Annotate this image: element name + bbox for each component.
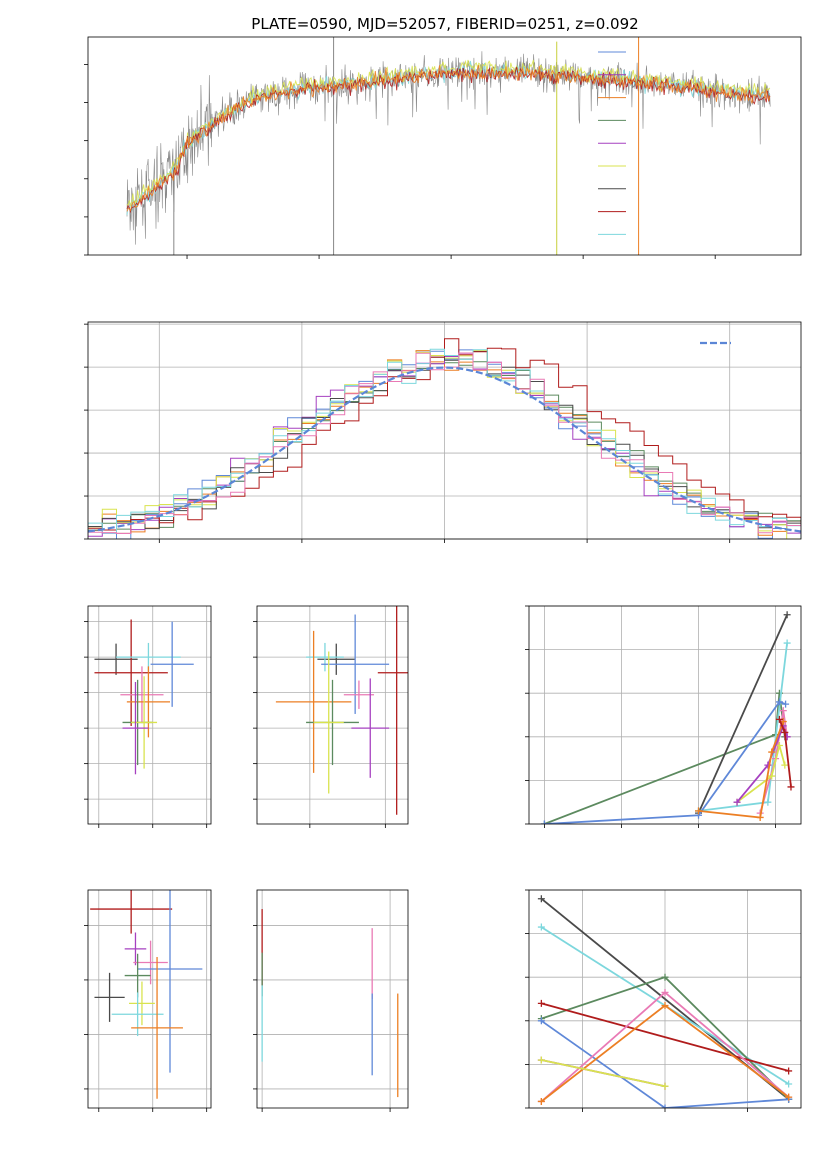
mass-weight-point <box>785 1067 793 1075</box>
residual-histogram-panel <box>84 321 802 543</box>
plot-area <box>94 619 194 775</box>
mass-weight-point <box>764 798 772 806</box>
mass-weight-point <box>756 813 764 821</box>
spectrum-panel <box>84 36 802 259</box>
plot-area <box>537 895 793 1108</box>
plot-frame <box>256 605 409 825</box>
mass-vs-extinction-panel <box>253 889 409 1112</box>
mass-weight-series <box>541 1002 789 1072</box>
mass-weight-point <box>781 728 789 736</box>
mass-weight-point <box>779 707 787 715</box>
plot-frame <box>87 889 212 1109</box>
mass-weight-point <box>537 895 545 903</box>
plot-frame <box>87 321 802 540</box>
mass-weight-point <box>785 1080 793 1088</box>
plot-area <box>275 606 408 815</box>
mass-weight-point <box>783 639 791 647</box>
mass-weight-point <box>537 1056 545 1064</box>
mass-weight-point <box>661 1082 669 1090</box>
spectrum-title: PLATE=0590, MJD=52057, FIBERID=0251, z=0… <box>251 15 638 33</box>
plot-area <box>540 611 795 824</box>
mass-weight-point <box>782 700 790 708</box>
plot-frame <box>87 605 212 825</box>
plot-frame <box>528 889 802 1109</box>
mass-vs-metallicity-panel <box>84 889 212 1112</box>
mass-weight-point <box>540 820 548 824</box>
mass-weight-point <box>537 923 545 931</box>
mass-weight-point <box>775 742 783 750</box>
mass-weight-point <box>661 1104 669 1108</box>
mass-weight-point <box>661 1002 669 1010</box>
mass-weight-point <box>537 1097 545 1105</box>
mass-weight-point <box>775 698 783 706</box>
mass-weight-point <box>787 783 795 791</box>
normal-reference-curve <box>88 366 801 533</box>
residual-histogram-series <box>88 348 801 539</box>
mass-weight-point <box>661 988 669 996</box>
plot-area <box>261 909 399 1098</box>
mass-weight-series <box>541 1059 666 1088</box>
plot-frame <box>87 36 802 256</box>
mass-weight-point <box>783 611 791 619</box>
mass-weight-point <box>768 772 776 780</box>
mass-weight-point <box>733 798 741 806</box>
plot-frame <box>256 889 409 1109</box>
plot-area <box>90 890 203 1099</box>
mass-weight-vs-age-panel <box>525 605 802 828</box>
age-vs-metallicity-panel <box>84 605 212 828</box>
plot-area <box>126 37 771 255</box>
mass-weight-series <box>544 700 786 824</box>
plot-frame <box>528 605 802 825</box>
mass-weight-point <box>537 999 545 1007</box>
model-spectrum <box>126 64 771 212</box>
mass-weight-point <box>768 748 776 756</box>
residual-histogram-series <box>88 352 801 538</box>
mass-weight-point <box>775 715 783 723</box>
mass-weight-point <box>781 761 789 769</box>
age-vs-mass-panel <box>253 605 409 828</box>
mass-weight-point <box>785 1093 793 1101</box>
mass-weight-series <box>698 721 785 819</box>
mass-weight-series <box>736 741 786 803</box>
mass-weight-series <box>540 1020 789 1108</box>
mass-weight-vs-metallicity-panel <box>525 889 802 1112</box>
mass-weight-point <box>695 807 703 815</box>
mass-weight-point <box>537 1017 545 1025</box>
plot-area <box>88 338 801 539</box>
mass-weight-series <box>697 614 788 814</box>
mass-weight-point <box>661 973 669 981</box>
residual-histogram-series <box>88 338 801 539</box>
